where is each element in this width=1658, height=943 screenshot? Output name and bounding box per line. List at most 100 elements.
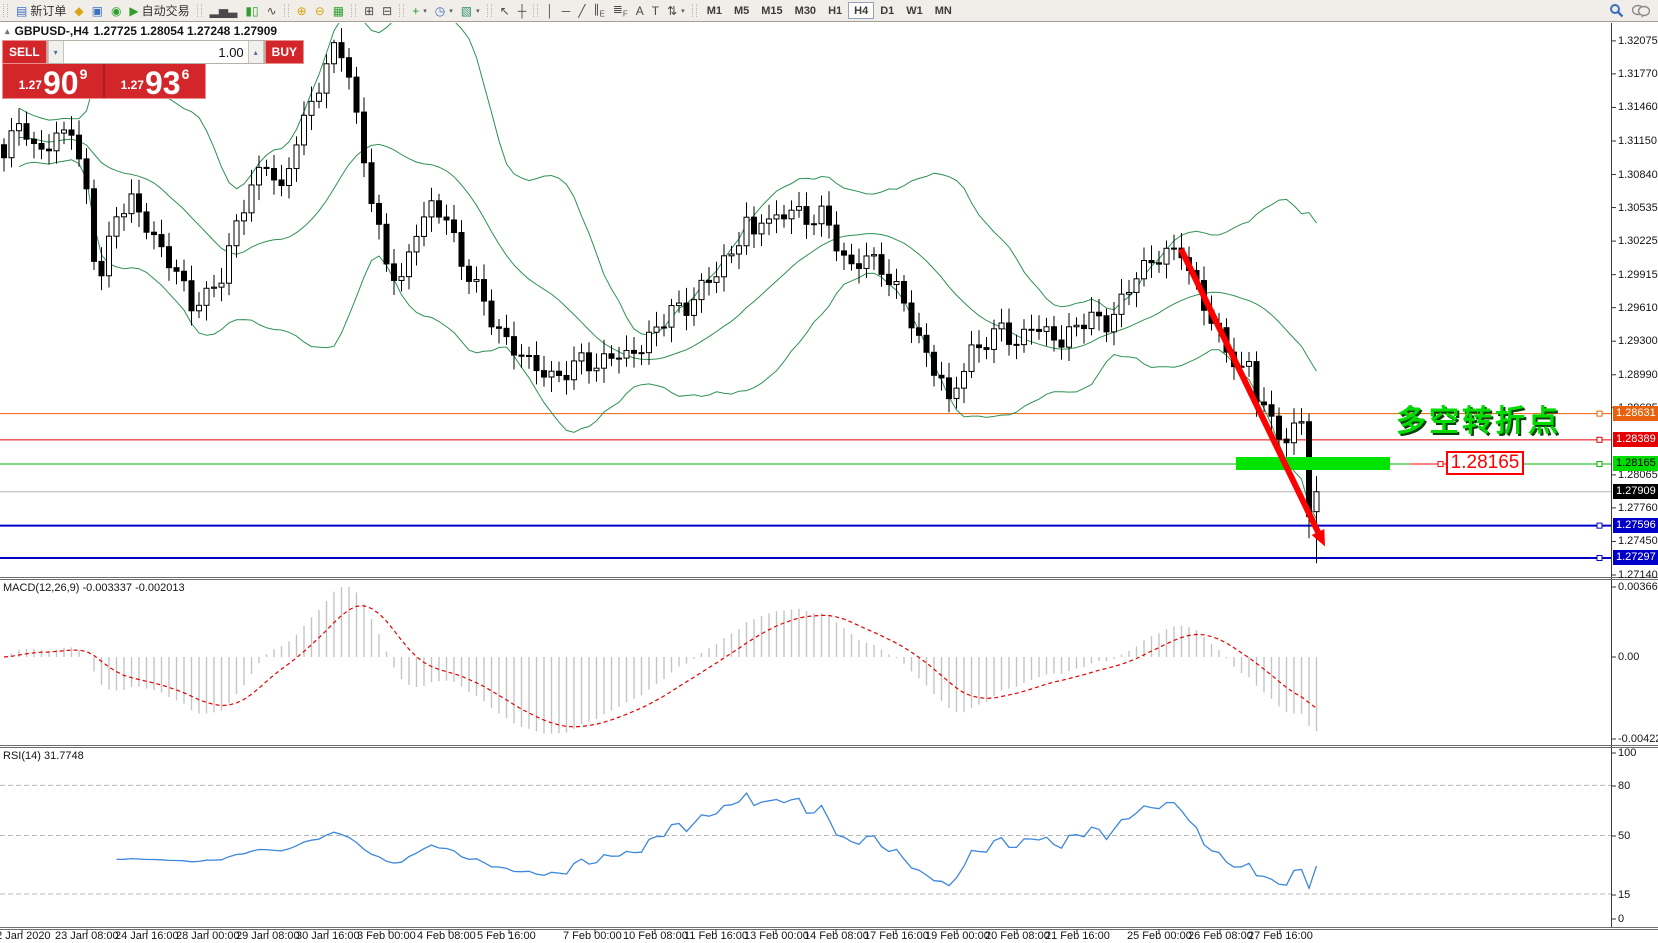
auto-arrange-button[interactable]: ⊞ — [360, 1, 378, 20]
toolbar-grip — [533, 4, 539, 17]
chevron-down-icon: ▾ — [449, 7, 453, 15]
timeframe-button-M1[interactable]: M1 — [701, 2, 728, 19]
bollinger-band — [18, 23, 1317, 336]
chevron-down-icon: ▾ — [476, 7, 480, 15]
toolbar-grip — [283, 4, 289, 17]
timeframe-button-H1[interactable]: H1 — [822, 2, 848, 19]
chart-shift-button[interactable]: ⊟ — [378, 1, 396, 20]
sell-price-big: 90 — [42, 65, 79, 101]
trend-arrow — [1178, 247, 1321, 534]
horizontal-line-button[interactable]: ─ — [558, 1, 575, 20]
arrows-button[interactable]: ⇅ ▾ — [663, 1, 689, 20]
rsi-line — [116, 791, 1318, 891]
tile-windows-button[interactable]: ▦ — [329, 1, 348, 20]
cursor-button[interactable]: ↖ — [496, 1, 514, 20]
line-anchor-handle — [1596, 410, 1603, 417]
volume-decrease-button[interactable]: ▾ — [47, 41, 64, 63]
trendline-icon: ╱ — [578, 3, 586, 18]
terminal-window-button[interactable]: ▣ — [88, 1, 107, 20]
toolbar-grip — [486, 4, 492, 17]
timeframe-button-D1[interactable]: D1 — [874, 2, 900, 19]
sell-price[interactable]: 1.27 90 9 — [3, 64, 103, 101]
timeframe-button-H4[interactable]: H4 — [848, 2, 875, 19]
fibonacci-button[interactable]: ≣F — [609, 1, 632, 20]
templates-icon: ▧ — [460, 3, 473, 18]
buy-price-sup: 6 — [181, 66, 190, 82]
volume-control: ▾ ▴ — [46, 40, 265, 64]
line-chart-icon: ∿ — [266, 3, 277, 18]
line-anchor-handle — [1596, 555, 1603, 561]
signals-icon: ◉ — [110, 3, 122, 18]
buy-price[interactable]: 1.27 93 6 — [105, 64, 205, 101]
text-button[interactable]: A — [632, 1, 648, 20]
toolbar-grip — [399, 4, 405, 17]
volume-input[interactable] — [63, 41, 248, 63]
one-click-trading-panel: SELL ▾ ▴ BUY 1.27 90 9 1.27 93 6 — [2, 40, 305, 99]
timeframe-button-M5[interactable]: M5 — [728, 2, 755, 19]
crosshair-button[interactable]: ┼ — [514, 1, 531, 20]
new-order-button[interactable]: ▤ 新订单 — [12, 1, 70, 20]
macd-panel — [3, 587, 1318, 734]
trend-arrow-head — [1311, 528, 1325, 547]
zoom-out-button[interactable]: ⊖ — [311, 1, 329, 20]
timeframe-button-M30[interactable]: M30 — [789, 2, 822, 19]
candlestick-chart-button[interactable]: ▮▯ — [241, 1, 262, 20]
indicators-icon: + — [412, 3, 420, 18]
trendline-button[interactable]: ╱ — [574, 1, 589, 20]
text-label-button[interactable]: T — [648, 1, 663, 20]
timeframe-button-M15[interactable]: M15 — [755, 2, 788, 19]
buy-button[interactable]: BUY — [264, 40, 305, 64]
toolbar-grip — [351, 4, 357, 17]
candles — [1, 28, 1320, 564]
chat-icon[interactable] — [1632, 4, 1650, 18]
trade-buttons-row: SELL ▾ ▴ BUY — [2, 40, 305, 64]
horizontal-line-icon: ─ — [561, 3, 571, 18]
bid-ask-row: 1.27 90 9 1.27 93 6 — [2, 64, 206, 99]
terminal-window-icon: ▣ — [91, 3, 103, 18]
chart-shift-icon: ⊟ — [382, 3, 393, 18]
line-anchor-handle — [1596, 461, 1603, 468]
sell-button[interactable]: SELL — [2, 40, 47, 64]
search-icon[interactable] — [1609, 3, 1624, 18]
bollinger-band — [18, 159, 1317, 520]
periods-button[interactable]: ◷ ▾ — [431, 1, 457, 20]
line-anchor-handle — [1596, 522, 1603, 529]
bollinger-band — [18, 136, 1317, 372]
indicators-button[interactable]: + ▾ — [408, 1, 431, 20]
periods-icon: ◷ — [434, 3, 446, 18]
zoom-in-button[interactable]: ⊕ — [293, 1, 311, 20]
zoom-in-icon: ⊕ — [296, 3, 307, 18]
toolbar: ▤ 新订单 ◆ ▣ ◉ ▶ 自动交易 ▂▅▃ ▮▯ ∿ ⊕ ⊖ ▦ ⊞ ⊟ + ▾ ◷ ▾ ▧ ▾ ↖ ┼ │ ─ ╱ ∥E ≣F A T… — [0, 0, 1658, 22]
text-label-icon: T — [651, 3, 660, 18]
toolbar-grip — [691, 4, 697, 17]
bar-chart-icon: ▂▅▃ — [209, 3, 238, 18]
macd-signal-line — [3, 605, 1317, 728]
profiles-button[interactable]: ◆ — [70, 1, 87, 20]
buy-price-prefix: 1.27 — [120, 78, 144, 92]
main-chart-panel — [0, 23, 1611, 564]
vertical-line-button[interactable]: │ — [542, 1, 558, 20]
profiles-icon: ◆ — [74, 3, 84, 18]
line-chart-button[interactable]: ∿ — [263, 1, 281, 20]
auto-arrange-icon: ⊞ — [364, 3, 375, 18]
tile-windows-icon: ▦ — [332, 3, 345, 18]
equidistant-channel-icon: ∥E — [593, 1, 605, 19]
bar-chart-button[interactable]: ▂▅▃ — [206, 1, 242, 20]
toolbar-grip — [3, 4, 8, 17]
timeframe-button-W1[interactable]: W1 — [900, 2, 929, 19]
sell-price-prefix: 1.27 — [18, 78, 42, 92]
sell-price-sup: 9 — [79, 66, 88, 82]
buy-price-big: 93 — [144, 65, 181, 101]
new-order-icon: ▤ — [16, 3, 28, 18]
cursor-icon: ↖ — [499, 3, 510, 18]
signals-button[interactable]: ◉ — [107, 1, 125, 20]
zoom-out-icon: ⊖ — [314, 3, 325, 18]
volume-increase-button[interactable]: ▴ — [247, 41, 264, 63]
timeframe-button-MN[interactable]: MN — [929, 2, 958, 19]
templates-button[interactable]: ▧ ▾ — [457, 1, 484, 20]
equidistant-channel-button[interactable]: ∥E — [589, 1, 608, 20]
toolbar-right — [1609, 3, 1658, 18]
toolbar-grip — [196, 4, 202, 17]
autotrading-button[interactable]: ▶ 自动交易 — [125, 1, 193, 20]
